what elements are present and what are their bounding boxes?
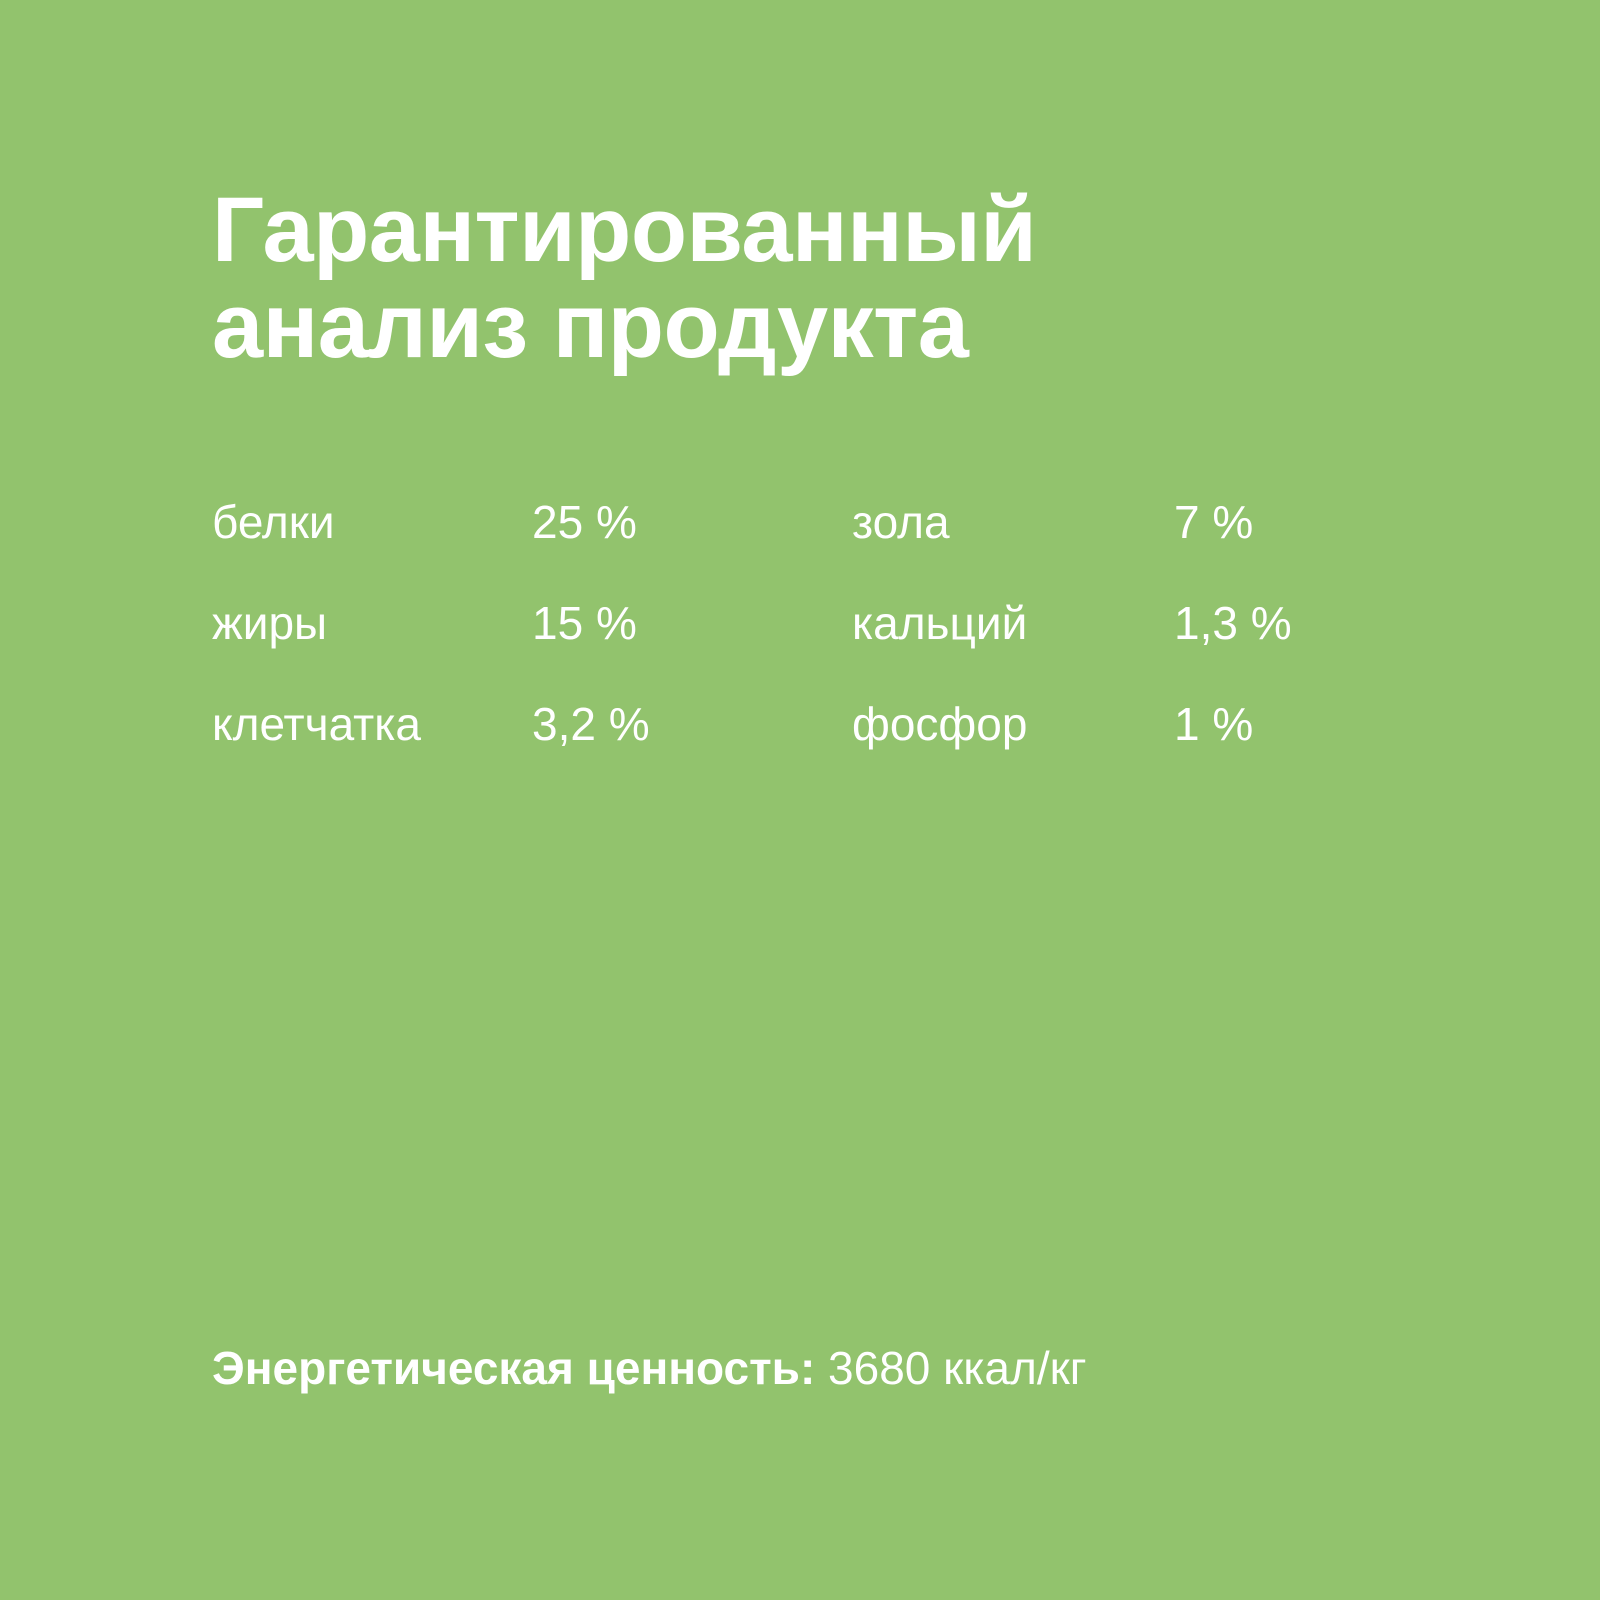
nutrient-value: 3,2 % (532, 698, 650, 750)
nutrient-row: клетчатка 3,2 % фосфор 1 % (212, 694, 1412, 754)
energy-value-line: Энергетическая ценность: 3680 ккал/кг (212, 1338, 1087, 1398)
nutrient-name: зола (852, 496, 950, 548)
nutrient-name: жиры (212, 597, 328, 649)
nutrient-row: белки 25 % зола 7 % (212, 492, 1412, 552)
nutrient-table: белки 25 % зола 7 % жиры 15 % кальций 1,… (212, 492, 1412, 802)
nutrient-row: жиры 15 % кальций 1,3 % (212, 593, 1412, 653)
energy-value: 3680 ккал/кг (828, 1342, 1087, 1394)
title-line-2: анализ продукта (212, 275, 969, 377)
nutrient-value: 25 % (532, 496, 637, 548)
nutrient-value: 15 % (532, 597, 637, 649)
nutrient-value: 1,3 % (1174, 597, 1292, 649)
energy-label: Энергетическая ценность: (212, 1342, 816, 1394)
page-title: Гарантированный анализ продукта (212, 179, 1037, 377)
nutrient-name: кальций (852, 597, 1028, 649)
title-line-1: Гарантированный (212, 179, 1037, 281)
nutrient-name: клетчатка (212, 698, 421, 750)
nutrient-value: 7 % (1174, 496, 1254, 548)
nutrient-name: фосфор (852, 698, 1028, 750)
nutrient-value: 1 % (1174, 698, 1254, 750)
nutrient-name: белки (212, 496, 335, 548)
